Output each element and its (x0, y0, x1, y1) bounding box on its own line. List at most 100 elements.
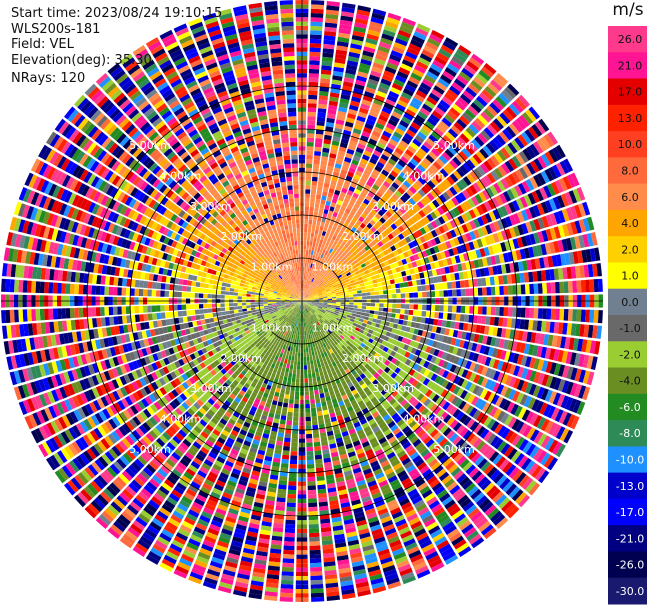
velocity-gate (303, 292, 305, 297)
velocity-gate (381, 74, 394, 83)
velocity-gate (405, 200, 413, 209)
velocity-gate (413, 292, 418, 298)
velocity-gate (378, 187, 386, 195)
velocity-gate (322, 259, 327, 265)
velocity-gate (415, 151, 425, 160)
velocity-gate (283, 398, 289, 404)
velocity-gate (408, 234, 416, 241)
velocity-gate (322, 249, 326, 255)
velocity-gate (417, 110, 428, 120)
velocity-gate (317, 362, 322, 368)
velocity-gate (366, 306, 371, 310)
velocity-gate (307, 360, 311, 366)
velocity-gate (324, 222, 329, 228)
velocity-gate (358, 180, 366, 188)
velocity-gate (337, 110, 347, 117)
velocity-gate (356, 287, 362, 291)
velocity-gate (303, 283, 305, 289)
velocity-gate (338, 209, 345, 216)
velocity-gate (447, 145, 458, 156)
velocity-gate (333, 240, 338, 246)
velocity-gate (363, 46, 376, 54)
velocity-gate (424, 120, 435, 130)
velocity-gate (306, 290, 310, 294)
velocity-gate (304, 293, 308, 298)
velocity-gate (550, 308, 556, 320)
velocity-gate (297, 361, 301, 366)
velocity-gate (310, 268, 314, 273)
velocity-gate (302, 297, 305, 301)
velocity-gate (319, 286, 324, 290)
velocity-gate (315, 242, 319, 248)
velocity-gate (394, 147, 404, 156)
velocity-gate (287, 489, 297, 495)
velocity-gate (303, 236, 307, 241)
velocity-gate (409, 158, 419, 167)
velocity-gate (446, 110, 458, 121)
velocity-gate (511, 155, 522, 168)
velocity-gate (340, 94, 351, 101)
velocity-gate (464, 108, 476, 120)
velocity-gate (281, 579, 294, 585)
velocity-gate (362, 50, 375, 58)
velocity-gate (335, 49, 348, 56)
velocity-gate (305, 295, 309, 299)
velocity-gate (336, 296, 341, 299)
velocity-gate (302, 298, 306, 301)
velocity-gate (302, 322, 304, 327)
velocity-gate (294, 403, 299, 409)
velocity-gate (314, 207, 319, 213)
velocity-gate (368, 25, 382, 33)
velocity-gate (332, 301, 337, 304)
velocity-gate (597, 278, 603, 292)
velocity-gate (416, 229, 423, 237)
velocity-gate (356, 115, 366, 123)
velocity-gate (412, 138, 422, 147)
velocity-gate (433, 319, 439, 326)
velocity-gate (433, 276, 439, 283)
velocity-gate (297, 352, 301, 357)
velocity-gate (303, 288, 305, 293)
velocity-gate (308, 498, 317, 503)
velocity-gate (431, 147, 441, 157)
velocity-gate (407, 315, 413, 321)
velocity-gate (316, 376, 321, 382)
velocity-gate (320, 280, 325, 285)
velocity-gate (308, 276, 311, 281)
velocity-gate (319, 203, 325, 209)
velocity-gate (310, 4, 324, 10)
velocity-gate (430, 229, 438, 238)
velocity-gate (305, 258, 308, 263)
velocity-gate (572, 280, 578, 293)
velocity-gate (442, 40, 456, 51)
velocity-gate (365, 146, 374, 154)
velocity-gate (400, 309, 405, 314)
velocity-gate (351, 96, 361, 103)
velocity-gate (315, 194, 322, 200)
velocity-gate (319, 371, 324, 377)
velocity-gate (376, 118, 387, 126)
velocity-gate (333, 231, 339, 237)
velocity-gate (356, 9, 370, 17)
velocity-gate (327, 297, 332, 299)
velocity-gate (326, 246, 331, 252)
velocity-gate (411, 239, 419, 247)
velocity-gate (589, 309, 595, 323)
velocity-gate (399, 25, 413, 35)
velocity-gate (497, 150, 507, 162)
velocity-gate (309, 394, 315, 400)
velocity-gate (464, 279, 470, 288)
velocity-gate (380, 206, 388, 214)
velocity-gate (308, 263, 311, 268)
velocity-gate (382, 249, 389, 256)
velocity-gate (442, 165, 452, 175)
velocity-gate (353, 305, 358, 309)
velocity-gate (336, 298, 341, 300)
velocity-gate (422, 124, 433, 134)
velocity-gate (278, 397, 284, 403)
velocity-gate (312, 241, 316, 247)
velocity-gate (307, 481, 316, 486)
velocity-gate (356, 209, 363, 216)
velocity-gate (304, 284, 306, 289)
velocity-gate (307, 232, 311, 237)
